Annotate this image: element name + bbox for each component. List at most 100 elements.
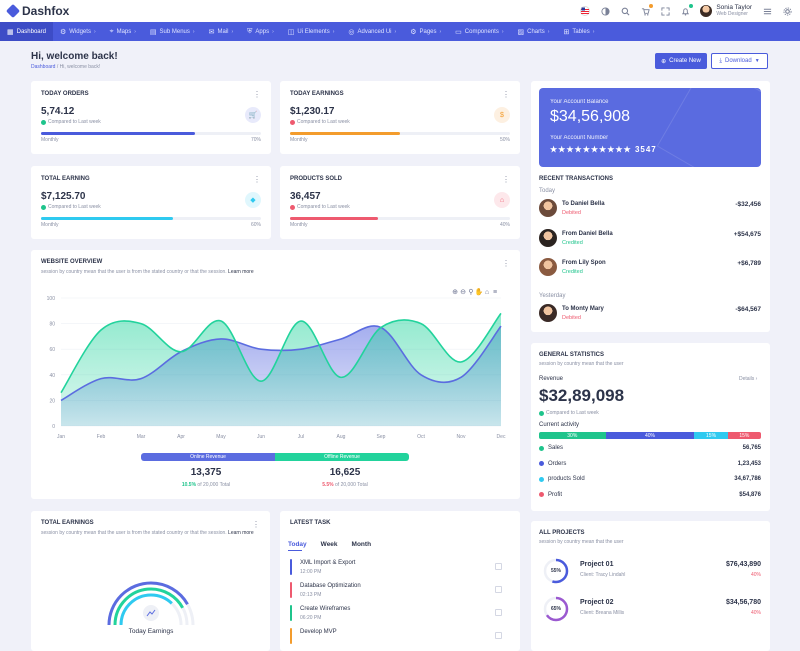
task-name: Develop MVP — [300, 629, 337, 635]
page-title: Hi, welcome back! — [31, 51, 118, 62]
stat-value: $1,230.17 — [290, 106, 335, 117]
nav-item-apps[interactable]: ⛨ Apps › — [240, 22, 281, 41]
nav-item-tables[interactable]: ⊞ Tables › — [556, 22, 601, 41]
bell-icon[interactable] — [680, 4, 694, 16]
project-row[interactable]: 65% Project 02 Client: Breana Millis $34,56… — [539, 596, 761, 622]
flag-us-icon[interactable] — [580, 6, 591, 16]
total-earnings-kebab-icon[interactable]: ⋮ — [252, 520, 260, 529]
task-name: XML Import & Export — [300, 560, 356, 566]
search-icon[interactable] — [620, 6, 630, 16]
project-progress-label: 65% — [550, 606, 561, 612]
menu-icon[interactable] — [762, 6, 772, 16]
zoom-out-icon[interactable]: ⊖ — [460, 289, 466, 296]
statistic-label-group: Profit — [539, 492, 562, 498]
task-item[interactable]: Create Wireframes 06:20 PM — [290, 605, 512, 623]
nav-item-sub-menus[interactable]: ▤ Sub Menus › — [143, 22, 202, 41]
statistic-row: Profit $54,876 — [539, 492, 761, 498]
stat-progress-fill — [290, 217, 378, 220]
tab-week[interactable]: Week — [320, 541, 338, 548]
cart-icon[interactable] — [640, 4, 654, 16]
task-item[interactable]: XML Import & Export 12:00 PM — [290, 559, 512, 577]
moon-icon[interactable] — [600, 6, 610, 16]
details-link[interactable]: Details › — [739, 376, 758, 382]
nav-item-components[interactable]: ▭ Components › — [448, 22, 510, 41]
chevron-right-icon: › — [332, 28, 335, 35]
pan-icon[interactable]: ✋ — [475, 287, 484, 296]
zoom-in-icon[interactable]: ⊕ — [452, 289, 458, 296]
currency-icon: $ — [494, 107, 510, 123]
nav-icon: ⌖ — [109, 27, 114, 35]
transaction-avatar — [539, 199, 557, 217]
yesterday-label: Yesterday — [539, 293, 566, 299]
kebab-icon[interactable]: ⋮ — [502, 90, 510, 99]
nav-icon: ▨ — [517, 28, 525, 36]
breadcrumb-home[interactable]: Dashboard — [31, 64, 56, 70]
download-button[interactable]: ⤓ Download ▼ — [711, 53, 768, 69]
task-item[interactable]: Database Optimization 02:13 PM — [290, 582, 512, 600]
plus-circle-icon: ⊕ — [661, 58, 667, 65]
general-statistics-card: GENERAL STATISTICS session by country me… — [531, 343, 770, 511]
statistic-value: 56,765 — [742, 445, 761, 451]
nav-item-ui-elements[interactable]: ◫ Ui Elements › — [281, 22, 342, 41]
transaction-row[interactable]: To Monty Mary Debited -$64,567 — [539, 304, 761, 324]
legend-dot-icon — [539, 476, 544, 482]
user-avatar — [700, 5, 713, 17]
learn-more-link[interactable]: Learn more — [228, 269, 254, 275]
nav-item-mail[interactable]: ✉ Mail › — [202, 22, 241, 41]
transaction-row[interactable]: To Daniel Bella Debited -$32,456 — [539, 199, 761, 219]
project-row[interactable]: 55% Project 01 Client: Tracy Lindahl $76,43… — [539, 558, 761, 584]
tab-month[interactable]: Month — [351, 541, 372, 548]
nav-label: Dashboard — [16, 28, 46, 35]
transaction-row[interactable]: From Lily Spon Credited +$6,789 — [539, 258, 761, 278]
transaction-row[interactable]: From Daniel Bella Credited +$54,675 — [539, 229, 761, 249]
total-earnings-card: TOTAL EARNINGS session by country mean t… — [31, 511, 270, 651]
download-icon: ⤓ — [719, 57, 722, 64]
transaction-name: From Lily Spon — [562, 260, 606, 266]
menu-icon[interactable]: ≡ — [493, 289, 497, 296]
task-name: Create Wireframes — [300, 606, 351, 612]
recent-transactions-title: RECENT TRANSACTIONS — [539, 176, 614, 182]
task-item[interactable]: Develop MVP — [290, 628, 512, 646]
user-role: Web Designer — [716, 11, 748, 18]
kebab-icon[interactable]: ⋮ — [253, 175, 261, 184]
download-label: Download — [725, 58, 752, 64]
statistic-row: Orders 1,23,453 — [539, 461, 761, 467]
task-checkbox[interactable] — [495, 586, 502, 593]
task-tabs: Today Week Month — [288, 541, 371, 548]
nav-item-pages[interactable]: ⚙ Pages › — [403, 22, 448, 41]
task-checkbox[interactable] — [495, 609, 502, 616]
task-checkbox[interactable] — [495, 563, 502, 570]
nav-item-dashboard[interactable]: ▦ Dashboard — [0, 22, 53, 41]
stat-card: PRODUCTS SOLD ⋮ 36,457 Compared to Last wee… — [280, 166, 520, 239]
statistic-value: $54,876 — [739, 491, 761, 498]
stat-percent: 60% — [250, 222, 261, 228]
overview-kebab-icon[interactable]: ⋮ — [502, 259, 510, 268]
all-projects-title: ALL PROJECTS — [539, 530, 585, 536]
kebab-icon[interactable]: ⋮ — [502, 175, 510, 184]
create-new-button[interactable]: ⊕ Create New — [655, 53, 707, 69]
nav-item-widgets[interactable]: ⚙ Widgets › — [53, 22, 103, 41]
stat-title: TODAY ORDERS — [41, 91, 89, 97]
account-number-label: Your Account Number — [550, 135, 609, 141]
nav-item-maps[interactable]: ⌖ Maps › — [103, 22, 143, 41]
activity-segment: 15% — [727, 432, 761, 439]
user-profile[interactable]: Sonia Taylor Web Designer — [700, 4, 752, 18]
task-time: 02:13 PM — [300, 592, 322, 598]
total-earnings-title: TOTAL EARNINGS — [41, 520, 94, 526]
stat-period: Monthly — [41, 137, 59, 143]
y-tick-label: 80 — [49, 322, 55, 328]
nav-item-advanced-ui[interactable]: ◎ Advanced Ui › — [341, 22, 403, 41]
stat-title: TODAY EARNINGS — [290, 91, 344, 97]
total-earnings-learn-more[interactable]: Learn more — [228, 530, 254, 536]
home-icon[interactable]: ⌂ — [485, 289, 489, 296]
chevron-right-icon: › — [192, 28, 195, 35]
tab-today[interactable]: Today — [288, 541, 307, 548]
brand-logo[interactable]: Dashfox — [5, 3, 69, 19]
expand-icon[interactable] — [660, 6, 670, 16]
project-client: Client: Tracy Lindahl — [580, 572, 626, 578]
kebab-icon[interactable]: ⋮ — [253, 90, 261, 99]
legend-dot-icon — [539, 492, 544, 497]
nav-item-charts[interactable]: ▨ Charts › — [511, 22, 557, 41]
magnifier-icon[interactable]: ⚲ — [468, 288, 473, 296]
gear-icon[interactable] — [782, 6, 792, 16]
